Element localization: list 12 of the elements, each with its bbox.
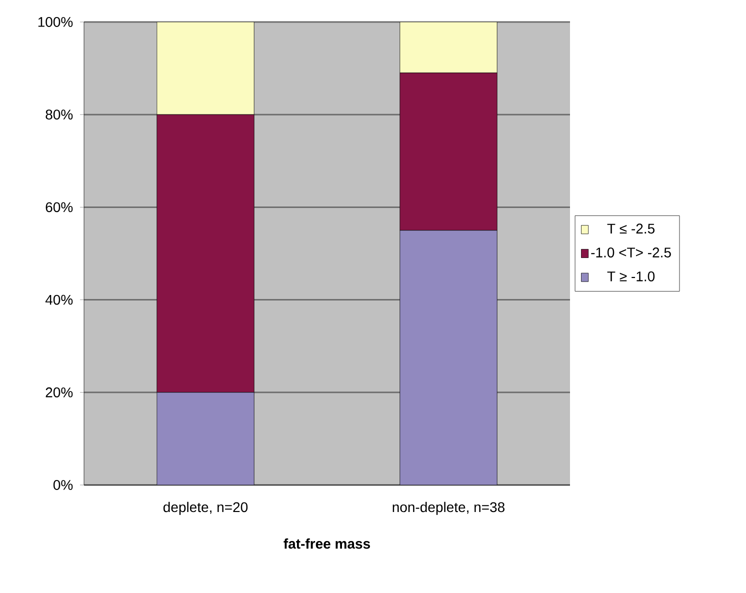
x-tick-label: non-deplete, n=38 (392, 502, 504, 515)
legend-label: T ≥ -1.0 (607, 271, 655, 282)
x-axis-title: fat-free mass (284, 538, 370, 549)
y-tick-label: 40% (45, 294, 73, 305)
y-tick-label: 0% (53, 480, 73, 490)
y-tick-label: 100% (38, 17, 73, 27)
y-tick-label: 20% (46, 387, 73, 398)
y-tick-label: 80% (46, 110, 73, 120)
x-tick-label: deplete, n=20 (163, 502, 248, 515)
legend-label: -1.0 <T> -2.5 (591, 248, 671, 258)
y-tick-label: 60% (46, 202, 73, 212)
legend-label: T ≤ -2.5 (607, 224, 655, 234)
